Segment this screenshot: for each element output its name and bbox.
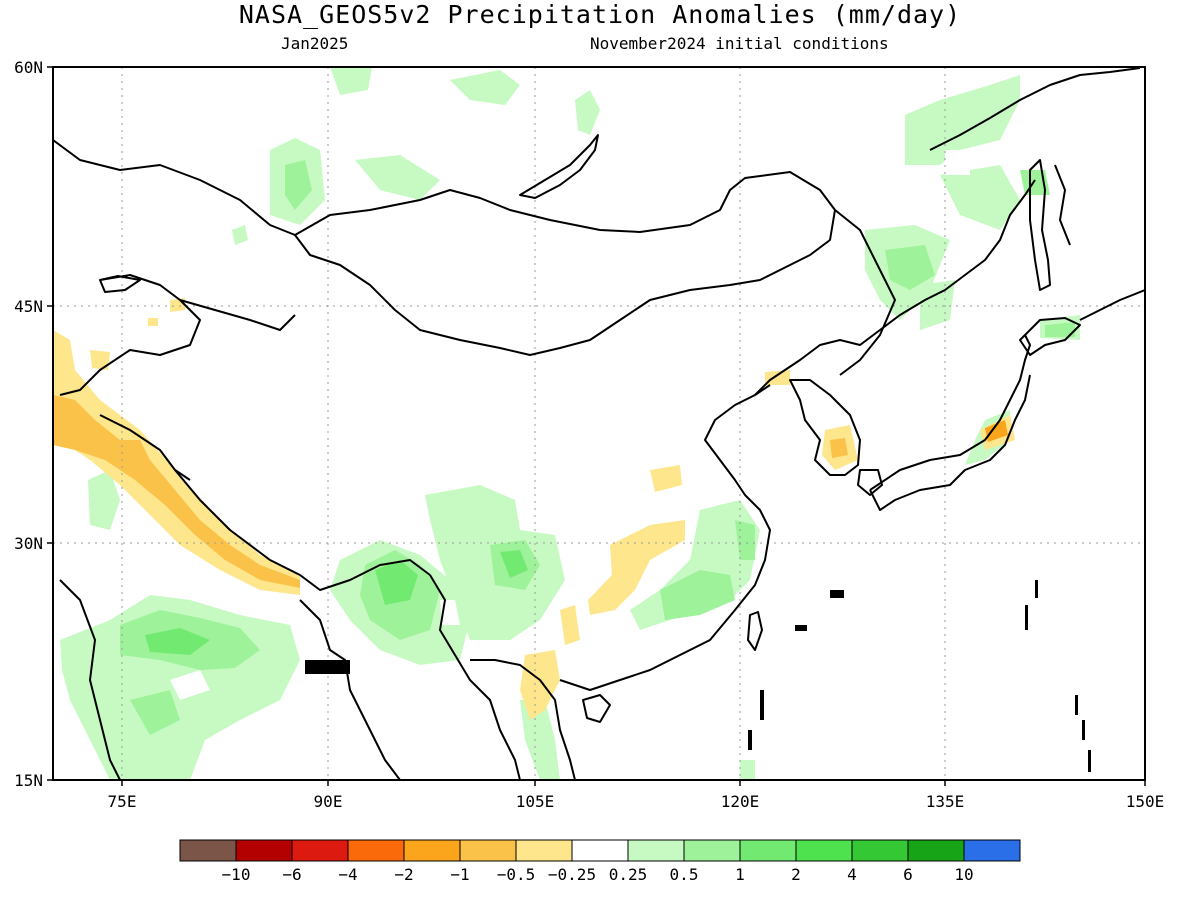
init-conditions: November2024 initial conditions (590, 34, 889, 53)
chart-title: NASA_GEOS5v2 Precipitation Anomalies (mm… (238, 0, 962, 29)
colorbar-label: 6 (903, 865, 913, 884)
axis-ticks (47, 66, 1146, 786)
colorbar-label: −1 (450, 865, 469, 884)
colorbar-swatch (683, 839, 741, 862)
coastlines (53, 67, 1145, 780)
lon-tick-label: 150E (1126, 792, 1165, 811)
map-frame (52, 66, 1146, 781)
lat-tick-label: 60N (14, 58, 43, 77)
colorbar-swatch (235, 839, 293, 862)
lat-tick-label: 15N (14, 771, 43, 790)
colorbar-swatch (627, 839, 685, 862)
colorbar-label: 0.5 (670, 865, 699, 884)
colorbar-swatch (907, 839, 965, 862)
lat-tick-label: 30N (14, 534, 43, 553)
colorbar-swatch (291, 839, 349, 862)
colorbar-swatch (347, 839, 405, 862)
colorbar-label: 4 (847, 865, 857, 884)
graticule (53, 67, 1145, 780)
islands (305, 580, 1091, 772)
anomaly-field (53, 67, 1080, 780)
lon-tick-label: 105E (516, 792, 555, 811)
colorbar-swatch (963, 839, 1021, 862)
colorbar-label: −0.5 (497, 865, 536, 884)
valid-month: Jan2025 (281, 34, 349, 53)
colorbar-label: 2 (791, 865, 801, 884)
lon-tick-label: 90E (314, 792, 343, 811)
colorbar-label: −4 (338, 865, 357, 884)
lon-tick-label: 75E (108, 792, 137, 811)
lon-tick-label: 135E (926, 792, 965, 811)
lon-tick-label: 120E (721, 792, 760, 811)
colorbar: −10 −6 −4 −2 −1 −0.5 −0.25 0.25 0.5 1 2 4 6 10 (179, 839, 1021, 884)
colorbar-label: −2 (394, 865, 413, 884)
colorbar-swatch (515, 839, 573, 862)
colorbar-swatch (571, 839, 629, 862)
colorbar-swatch (459, 839, 517, 862)
colorbar-swatch (851, 839, 909, 862)
colorbar-label: 1 (735, 865, 745, 884)
lat-tick-label: 45N (14, 297, 43, 316)
colorbar-label: 0.25 (609, 865, 648, 884)
colorbar-label: −0.25 (548, 865, 596, 884)
colorbar-swatch (403, 839, 461, 862)
colorbar-label: 10 (954, 865, 973, 884)
colorbar-swatch (739, 839, 797, 862)
colorbar-swatch (179, 839, 237, 862)
colorbar-label: −10 (222, 865, 251, 884)
colorbar-swatch (795, 839, 853, 862)
colorbar-label: −6 (282, 865, 301, 884)
